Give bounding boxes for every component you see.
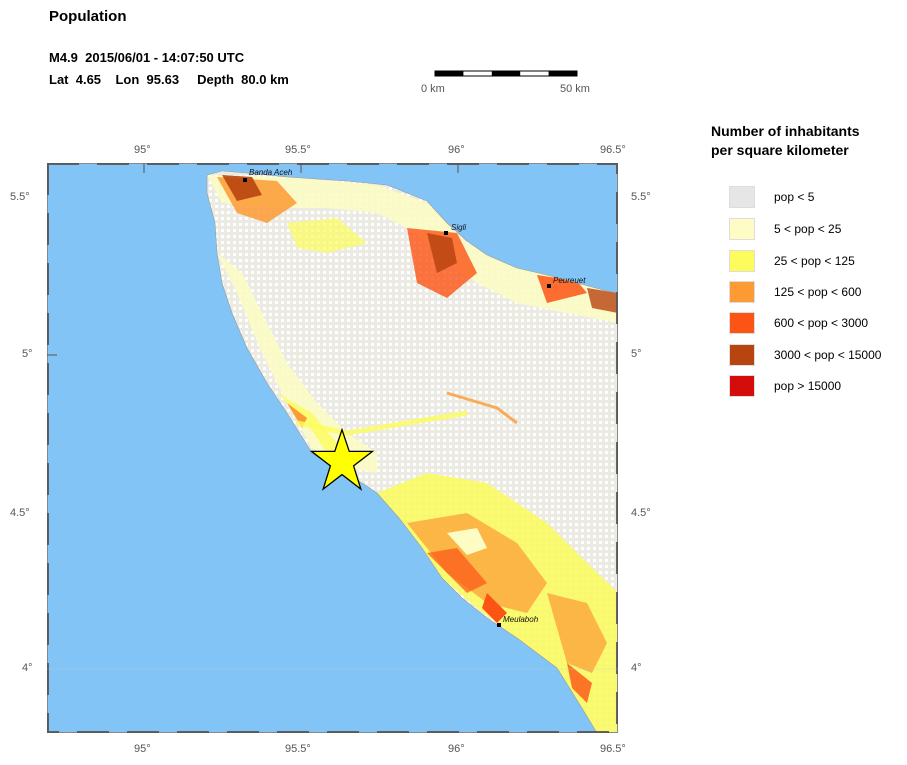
star-icon <box>309 427 375 491</box>
city-marker <box>547 284 551 288</box>
map-title: Population <box>49 8 127 25</box>
left-lat-label: 5° <box>22 348 33 360</box>
legend-swatch <box>729 344 755 366</box>
city-label-sigli: Sigli <box>451 223 467 232</box>
legend-swatch <box>729 375 755 397</box>
scale-bar <box>434 70 578 77</box>
city-label-banda-aceh: Banda Aceh <box>249 168 293 177</box>
city-marker <box>444 231 448 235</box>
bottom-lon-label: 95.5° <box>285 743 311 755</box>
legend-swatch <box>729 250 755 272</box>
legend-label: 3000 < pop < 15000 <box>774 348 882 362</box>
legend-title: Number of inhabitants per square kilomet… <box>711 122 860 160</box>
legend-label: 600 < pop < 3000 <box>774 316 869 330</box>
right-lat-label: 4.5° <box>631 507 651 519</box>
bottom-lon-label: 96° <box>448 743 465 755</box>
legend-label: pop > 15000 <box>774 379 842 393</box>
bottom-lon-label: 95° <box>134 743 151 755</box>
top-lon-label: 95.5° <box>285 144 311 156</box>
left-lat-label: 4° <box>22 662 33 674</box>
legend-label: 125 < pop < 600 <box>774 285 862 299</box>
right-lat-label: 4° <box>631 662 642 674</box>
right-lat-label: 5.5° <box>631 191 651 203</box>
top-lon-label: 96.5° <box>600 144 626 156</box>
legend-title-line1: Number of inhabitants <box>711 123 860 139</box>
city-label-peureuet: Peureuet <box>553 276 586 285</box>
left-lat-label: 5.5° <box>10 191 30 203</box>
right-lat-label: 5° <box>631 348 642 360</box>
event-location-depth: Lat 4.65 Lon 95.63 Depth 80.0 km <box>49 72 289 87</box>
event-magnitude-time: M4.9 2015/06/01 - 14:07:50 UTC <box>49 50 245 65</box>
city-marker <box>497 623 501 627</box>
legend-label: 5 < pop < 25 <box>774 222 842 236</box>
legend-label: pop < 5 <box>774 190 815 204</box>
legend-swatch <box>729 218 755 240</box>
scale-end-label: 50 km <box>560 83 590 95</box>
scale-start-label: 0 km <box>421 83 445 95</box>
top-lon-label: 95° <box>134 144 151 156</box>
legend-swatch <box>729 186 755 208</box>
city-label-meulaboh: Meulaboh <box>503 615 539 624</box>
legend-swatch <box>729 312 755 334</box>
top-lon-label: 96° <box>448 144 465 156</box>
legend-swatch <box>729 281 755 303</box>
city-marker <box>243 178 247 182</box>
bottom-lon-label: 96.5° <box>600 743 626 755</box>
legend-label: 25 < pop < 125 <box>774 254 855 268</box>
population-map[interactable] <box>47 163 618 733</box>
left-lat-label: 4.5° <box>10 507 30 519</box>
legend-title-line2: per square kilometer <box>711 142 849 158</box>
